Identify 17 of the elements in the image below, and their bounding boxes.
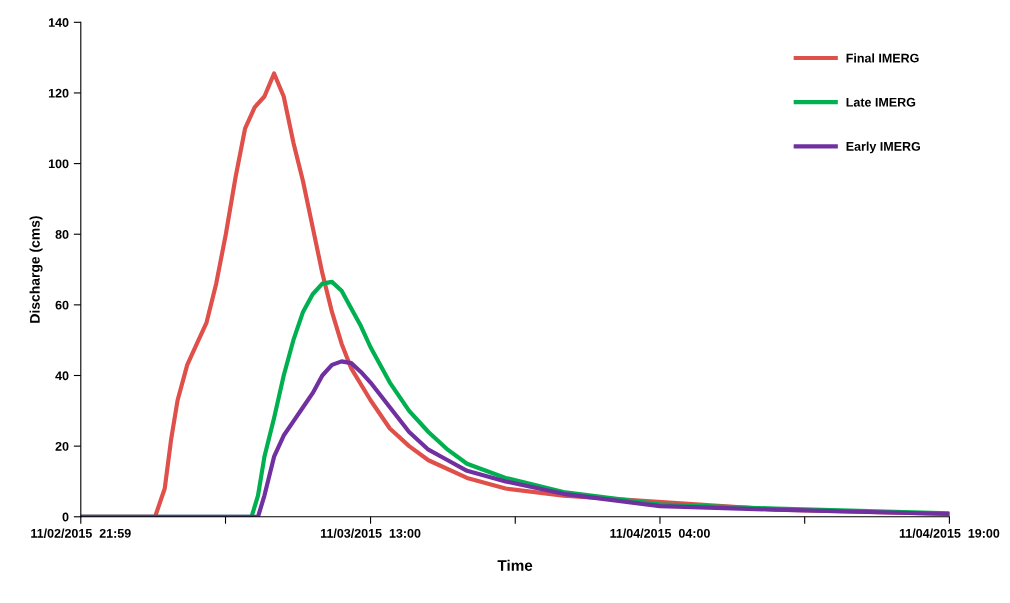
legend-label: Final IMERG [846,53,919,63]
x-tick-label: 11/02/2015 21:59 [31,528,131,538]
y-tick-label: 120 [48,88,69,98]
y-tick-label: 80 [55,230,69,239]
y-tick-label: 20 [55,441,69,451]
y-tick-label: 100 [48,159,69,169]
x-tick-label: 11/04/2015 04:00 [610,528,710,538]
legend-label: Late IMERG [846,97,916,107]
y-tick-label: 60 [55,300,69,310]
x-tick-label: 11/04/2015 19:00 [899,528,1000,538]
x-axis-title: Time [497,559,533,571]
y-tick-label: 0 [62,512,69,522]
y-tick-label: 40 [55,371,69,381]
y-tick-label: 140 [48,18,69,27]
x-tick-label: 11/03/2015 13:00 [320,528,421,538]
legend-label: Early IMERG [846,141,920,154]
y-axis-title: Discharge (cms) [29,216,43,323]
